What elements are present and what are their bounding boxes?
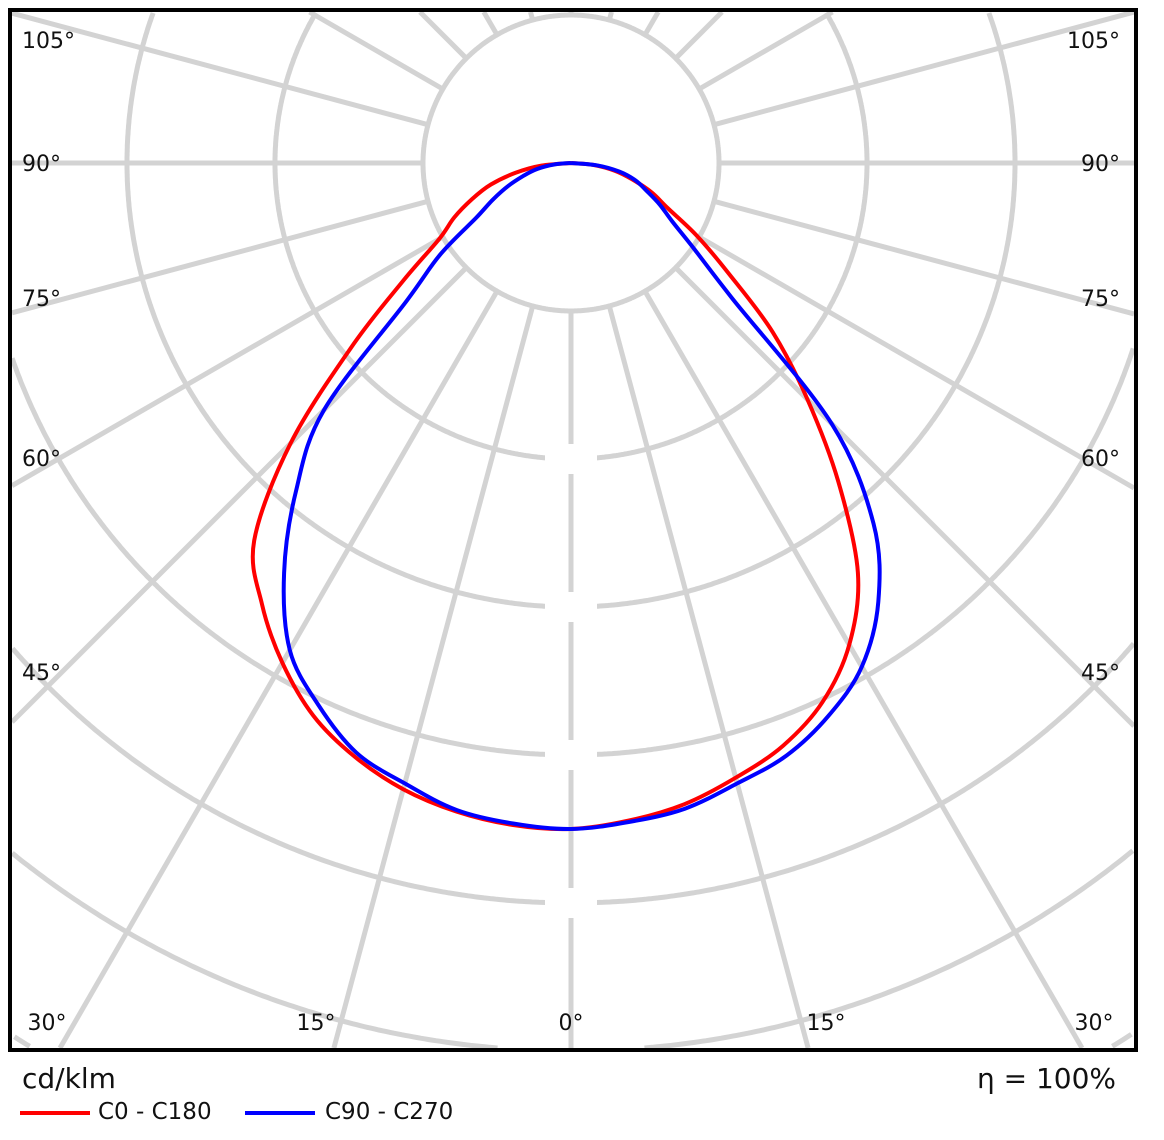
angle-label-right: 45° bbox=[1081, 661, 1120, 686]
plot-frame bbox=[8, 8, 1138, 1052]
grid-spoke bbox=[697, 9, 834, 92]
angle-label-bottom: 30° bbox=[28, 1011, 67, 1036]
radial-label-background bbox=[545, 888, 597, 918]
angle-label-left: 60° bbox=[22, 447, 61, 472]
angle-label-left: 105° bbox=[22, 29, 75, 54]
grid-spoke bbox=[481, 10, 500, 37]
grid-spoke bbox=[673, 265, 1136, 728]
grid-ring bbox=[13, 1032, 1133, 1049]
angle-label-right: 90° bbox=[1081, 152, 1120, 177]
grid-spoke bbox=[418, 10, 469, 61]
grid-spoke bbox=[713, 198, 1135, 317]
grid-spoke bbox=[642, 289, 1085, 1050]
grid-ring bbox=[10, 848, 1135, 1051]
grid-spoke bbox=[713, 9, 1135, 128]
grid-spoke bbox=[606, 305, 811, 1049]
grid-spoke bbox=[10, 265, 469, 724]
angle-label-left: 75° bbox=[22, 287, 61, 312]
grid-spoke bbox=[331, 305, 536, 1049]
legend-swatch-c0-c180 bbox=[20, 1111, 90, 1115]
angle-label-left: 45° bbox=[22, 661, 61, 686]
angle-label-left: 90° bbox=[22, 152, 61, 177]
grid-spoke bbox=[57, 289, 500, 1050]
radial-label-background bbox=[545, 444, 597, 474]
polar-grid bbox=[9, 9, 1136, 1051]
angle-label-right: 105° bbox=[1067, 29, 1120, 54]
grid-ring bbox=[10, 641, 1136, 906]
angle-label-bottom: 15° bbox=[807, 1011, 846, 1036]
angle-label-right: 75° bbox=[1081, 287, 1120, 312]
radial-label-background bbox=[545, 592, 597, 622]
curve-c0-c180 bbox=[250, 161, 861, 832]
grid-spoke bbox=[308, 9, 445, 92]
grid-spoke bbox=[11, 10, 429, 128]
unit-label: cd/klm bbox=[22, 1062, 116, 1095]
angle-label-right: 60° bbox=[1081, 447, 1120, 472]
curve-c90-c270 bbox=[281, 161, 882, 832]
angle-label-bottom: 15° bbox=[297, 1011, 336, 1036]
grid-spoke bbox=[673, 10, 724, 61]
legend-label-c0-c180: C0 - C180 bbox=[98, 1099, 212, 1125]
grid-spoke bbox=[10, 234, 445, 488]
angle-label-bottom: 30° bbox=[1075, 1011, 1114, 1036]
efficiency-label: η = 100% bbox=[976, 1062, 1116, 1095]
angle-labels: 105° 90° 75° 60° 45° 105° 90° 75° 60° 45° 30° 15° 0°… bbox=[22, 29, 1120, 1036]
grid-spoke bbox=[11, 198, 429, 316]
angle-label-bottom: 0° bbox=[559, 1011, 584, 1036]
grid-ring bbox=[124, 12, 1018, 610]
legend-label-c90-c270: C90 - C270 bbox=[325, 1099, 454, 1125]
curves bbox=[250, 161, 882, 832]
radial-label-background bbox=[545, 740, 597, 770]
grid-spoke bbox=[528, 11, 536, 21]
grid-spoke bbox=[606, 11, 614, 21]
grid-spoke bbox=[697, 234, 1136, 491]
legend-swatch-c90-c270 bbox=[245, 1111, 315, 1115]
grid-spoke bbox=[642, 10, 661, 37]
